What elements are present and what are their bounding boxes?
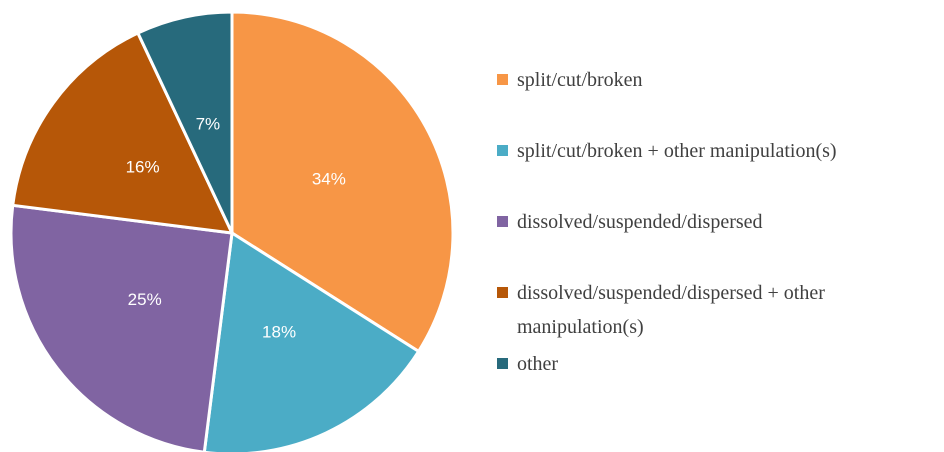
legend-label: split/cut/broken [517,69,643,91]
legend-item: split/cut/broken + other manipulation(s) [497,134,937,168]
legend-item: split/cut/broken [497,63,937,97]
legend-swatch [497,216,508,227]
legend-item: dissolved/suspended/dispersed [497,205,937,239]
data-label: 7% [196,115,221,134]
legend-label: dissolved/suspended/dispersed + other ma… [517,282,825,338]
legend-swatch [497,287,508,298]
data-label: 16% [126,158,160,177]
chart: 34% 18% 25% 16% 7% [9,10,455,452]
legend-label: other [517,353,559,375]
data-label: 25% [128,290,162,309]
legend-item: other [497,347,937,381]
legend-swatch [497,74,508,85]
legend-item: dissolved/suspended/dispersed + other ma… [497,276,937,344]
pie-slice [135,10,234,234]
legend-label: split/cut/broken + other manipulation(s) [517,140,837,162]
data-label: 34% [312,169,346,188]
pie-slice [11,31,235,235]
legend-label: dissolved/suspended/dispersed [517,211,763,233]
data-label: 18% [262,322,296,341]
legend-swatch [497,145,508,156]
pie-slice [9,203,234,452]
legend-swatch [497,358,508,369]
pie-slice [202,230,421,452]
